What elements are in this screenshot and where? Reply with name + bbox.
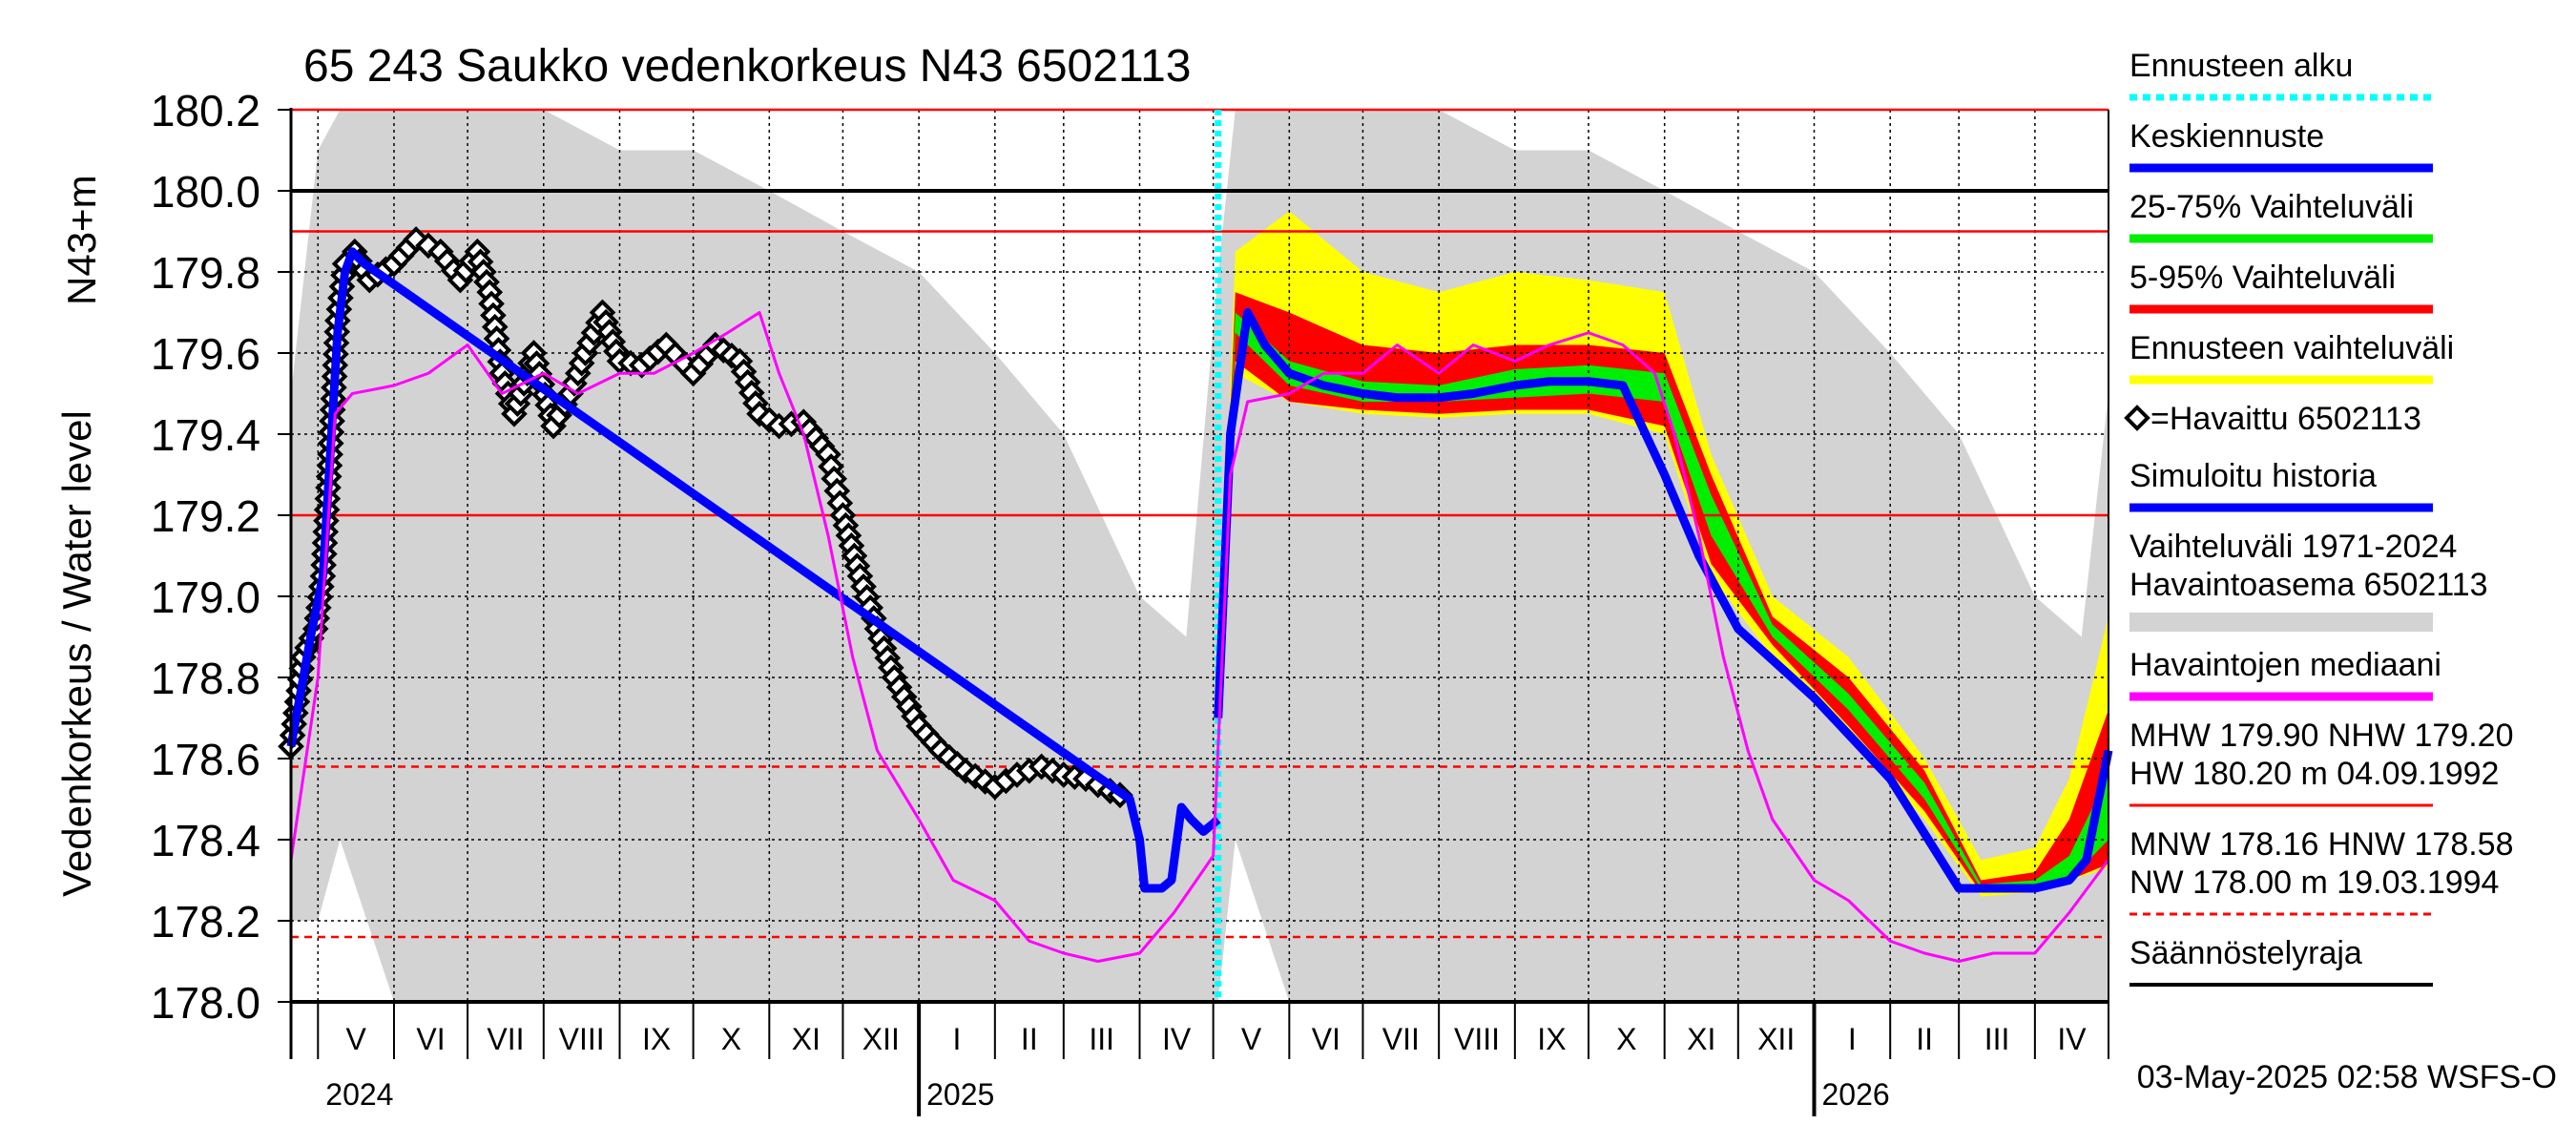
legend-label: Simuloitu historia — [2129, 458, 2377, 494]
series-line-1 — [286, 247, 1221, 893]
band-0 — [291, 110, 2109, 1002]
month-label: XII — [862, 1022, 900, 1056]
month-label: V — [1241, 1022, 1262, 1056]
legend-label: NW 178.00 m 19.03.1994 — [2129, 864, 2499, 901]
band-3 — [1217, 312, 2109, 888]
month-label: X — [721, 1022, 741, 1056]
y-tick-label: 180.0 — [151, 167, 260, 217]
month-label: IX — [1537, 1022, 1566, 1056]
month-label: X — [1616, 1022, 1636, 1056]
month-label: III — [1984, 1022, 2010, 1056]
year-label: 2024 — [325, 1077, 393, 1112]
bands-layer — [291, 110, 2109, 1002]
month-label: IX — [642, 1022, 671, 1056]
y-tick-label: 178.8 — [151, 654, 260, 703]
y-tick-label: 179.0 — [151, 572, 260, 622]
month-label: I — [1848, 1022, 1857, 1056]
chart-title: 65 243 Saukko vedenkorkeus N43 6502113 — [303, 41, 1191, 92]
legend-label: Havaintoasema 6502113 — [2129, 567, 2488, 603]
month-label: VIII — [1454, 1022, 1500, 1056]
y-tick-label: 179.6 — [151, 329, 260, 379]
y-tick-label: 180.2 — [151, 86, 260, 135]
month-label: II — [1021, 1022, 1038, 1056]
month-label: V — [345, 1022, 366, 1056]
y-tick-label: 178.0 — [151, 978, 260, 1028]
y-axis-label: Vedenkorkeus / Water level — [54, 410, 99, 897]
legend-label: 5-95% Vaihteluväli — [2129, 260, 2396, 296]
axes-layer: V VI VII VIII IX X XI XII I II III IV V VI VII VIII IX X X… — [151, 86, 2109, 1116]
month-label: XII — [1757, 1022, 1795, 1056]
legend-label: MNW 178.16 HNW 178.58 — [2129, 826, 2514, 863]
month-label: I — [953, 1022, 962, 1056]
month-label: VIII — [559, 1022, 605, 1056]
legend-label: Havaintojen mediaani — [2129, 647, 2441, 683]
legend-label: =Havaittu 6502113 — [2150, 401, 2421, 437]
legend-swatch — [2129, 613, 2433, 632]
timestamp-footer: 03-May-2025 02:58 WSFS-O — [2137, 1059, 2557, 1095]
month-label: VI — [416, 1022, 445, 1056]
month-label: III — [1089, 1022, 1114, 1056]
month-label: VI — [1312, 1022, 1340, 1056]
month-label: II — [1916, 1022, 1933, 1056]
month-label: IV — [2057, 1022, 2087, 1056]
legend-label: Ennusteen vaihteluväli — [2129, 330, 2454, 366]
series-line-2 — [1214, 308, 2113, 893]
reference-lines-layer — [291, 108, 2109, 939]
y-tick-label: 179.2 — [151, 491, 260, 541]
legend-label: Säännöstelyraja — [2129, 935, 2362, 971]
y-tick-label: 178.4 — [151, 816, 260, 865]
legend-label: MHW 179.90 NHW 179.20 — [2129, 718, 2514, 754]
legend-label: Vaihteluväli 1971-2024 — [2129, 529, 2457, 565]
month-label: VII — [487, 1022, 524, 1056]
month-label: XI — [1687, 1022, 1715, 1056]
legend: Ennusteen alku Keskiennuste 25-75% Vaihtel… — [2124, 48, 2514, 987]
legend-diamond-marker — [2124, 405, 2150, 431]
series-layer — [278, 226, 2113, 963]
y-axis-unit: N43+m — [59, 175, 104, 305]
month-label: XI — [792, 1022, 821, 1056]
y-tick-label: 179.8 — [151, 248, 260, 298]
legend-label: 25-75% Vaihteluväli — [2129, 189, 2414, 225]
legend-label: Keskiennuste — [2129, 118, 2324, 155]
y-tick-label: 179.4 — [151, 410, 260, 460]
year-label: 2026 — [1821, 1077, 1889, 1112]
month-label: IV — [1162, 1022, 1192, 1056]
year-label: 2025 — [926, 1077, 994, 1112]
y-tick-label: 178.6 — [151, 735, 260, 784]
y-tick-label: 178.2 — [151, 897, 260, 947]
series-line-3 — [289, 311, 2110, 963]
legend-label: Ennusteen alku — [2129, 48, 2353, 84]
month-label: VII — [1382, 1022, 1420, 1056]
legend-label: HW 180.20 m 04.09.1992 — [2129, 756, 2499, 792]
